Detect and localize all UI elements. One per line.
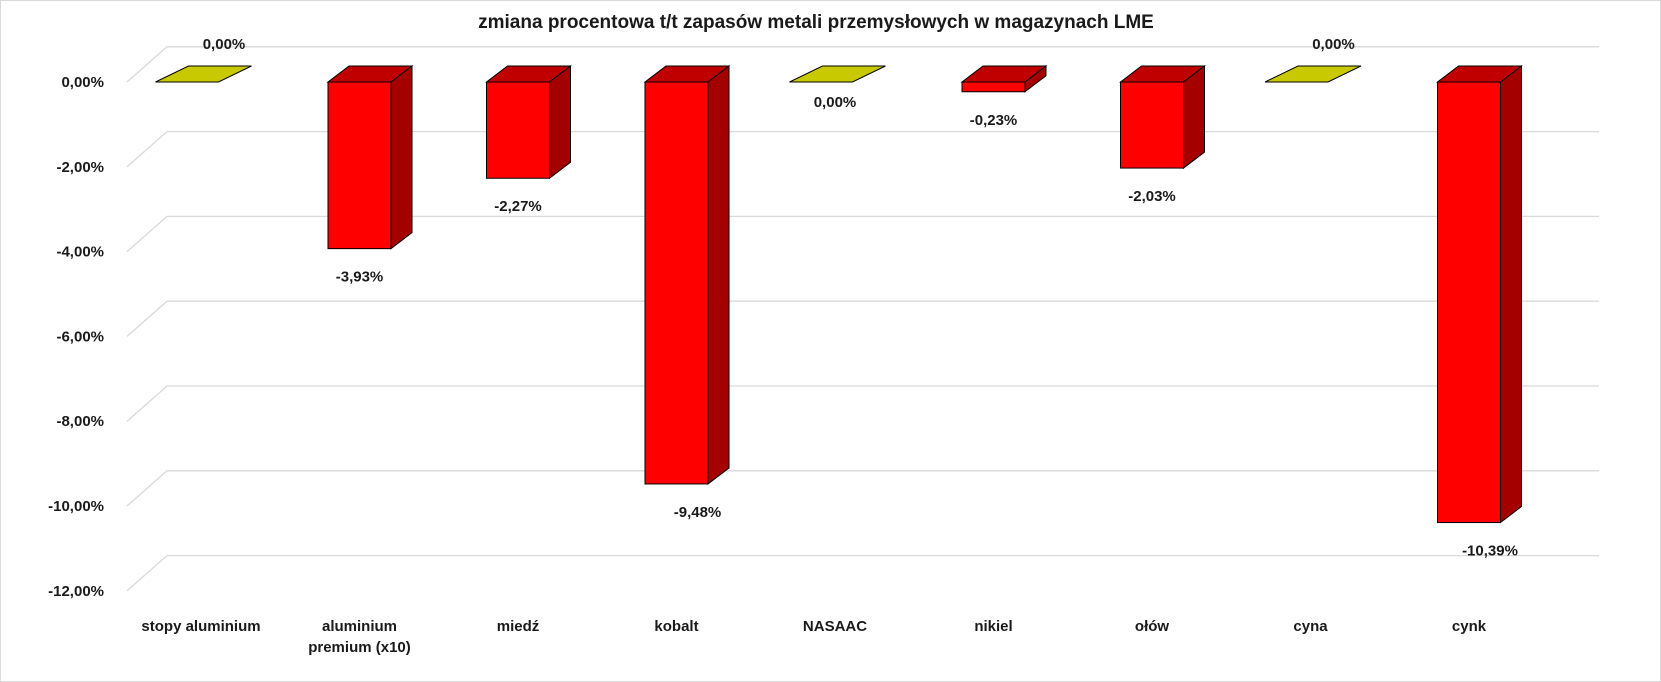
y-tick-label: -8,00% <box>56 413 104 430</box>
bar-side <box>1183 64 1205 170</box>
gridlines <box>126 46 1599 592</box>
data-label: 0,00% <box>814 94 857 111</box>
y-tick-label: -6,00% <box>56 328 104 345</box>
x-tick-label: nikiel <box>974 618 1012 635</box>
y-tick-label: -2,00% <box>56 159 104 176</box>
data-label: -0,23% <box>970 112 1018 129</box>
x-tick-label: NASAAC <box>803 618 867 635</box>
gridline <box>126 215 1599 253</box>
bar-front <box>486 81 550 179</box>
data-label: -2,27% <box>494 198 542 215</box>
x-tick-label: aluminium premium (x10) <box>308 618 411 656</box>
bar-front <box>1120 81 1184 169</box>
x-axis-categories: stopy aluminium aluminium premium (x10) mie… <box>141 618 1486 656</box>
gridline <box>126 554 1599 592</box>
bar-front <box>327 81 392 250</box>
y-tick-label: 0,00% <box>61 74 104 91</box>
bar <box>1119 64 1206 170</box>
bar-side <box>390 64 413 250</box>
y-tick-label: -4,00% <box>56 244 104 261</box>
y-tick-label: -12,00% <box>48 583 104 600</box>
bar <box>789 65 886 83</box>
bar-side <box>707 64 730 485</box>
x-tick-label: miedź <box>497 618 540 635</box>
bar <box>1264 65 1362 83</box>
bar-top <box>789 65 886 83</box>
x-tick-label: cyna <box>1293 618 1328 635</box>
x-tick-label: cynk <box>1452 618 1487 635</box>
y-axis-ticks: 0,00% -2,00% -4,00% -6,00% -8,00% -10,00% -12,… <box>48 74 104 600</box>
x-tick-label: stopy aluminium <box>141 618 260 635</box>
bar <box>155 65 252 83</box>
bar <box>485 64 572 180</box>
x-tick-label: kobalt <box>654 618 698 635</box>
bar-front <box>961 81 1026 93</box>
gridline <box>126 300 1599 337</box>
data-label: 0,00% <box>203 36 246 53</box>
bar-front <box>1437 81 1501 524</box>
data-labels: 0,00% -3,93% -2,27% -9,48% 0,00% -0,23% -2,03%… <box>203 36 1518 560</box>
gridline <box>126 46 1599 83</box>
bar-side <box>549 64 571 180</box>
chart-title: zmiana procentowa t/t zapasów metali prz… <box>478 12 1154 33</box>
data-label: 0,00% <box>1312 36 1355 53</box>
data-label: -9,48% <box>674 504 722 521</box>
bar-top <box>155 65 252 83</box>
x-tick-label: ołów <box>1135 618 1169 635</box>
gridline <box>126 385 1599 422</box>
bar-top <box>1264 65 1362 83</box>
bar <box>960 64 1048 93</box>
data-label: -2,03% <box>1128 188 1176 205</box>
gridline <box>126 470 1599 507</box>
bar <box>326 64 414 250</box>
y-tick-label: -10,00% <box>48 498 104 515</box>
bar <box>643 64 731 485</box>
data-label: -10,39% <box>1462 543 1518 560</box>
bar-side <box>1500 64 1522 524</box>
bar <box>1436 64 1523 524</box>
bars <box>155 64 1523 524</box>
data-label: -3,93% <box>336 269 384 286</box>
bar-front <box>644 81 709 485</box>
